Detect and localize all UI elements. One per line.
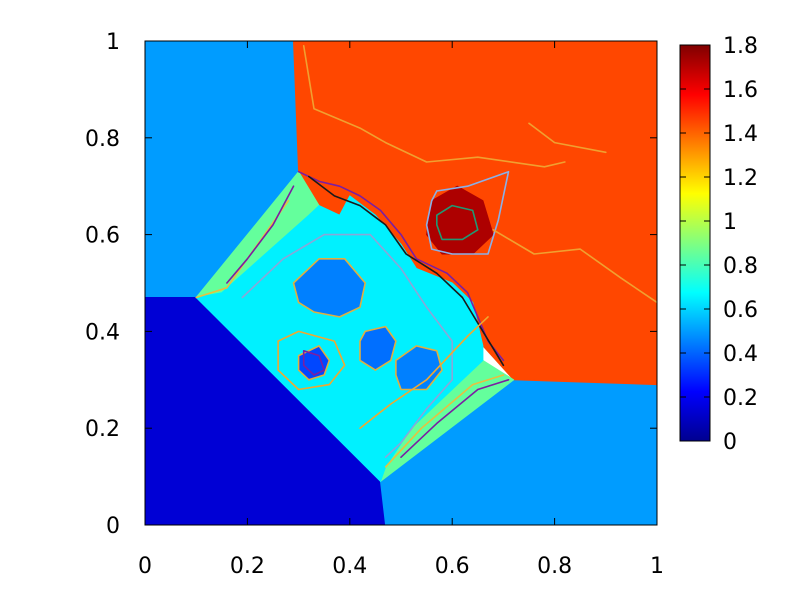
contour-line xyxy=(226,185,295,284)
contour-lines xyxy=(195,44,657,468)
colorbar-tick-label: 0.4 xyxy=(723,342,758,367)
y-tick-label: 0.6 xyxy=(85,224,120,249)
contour-line xyxy=(359,316,489,430)
plot-frame xyxy=(144,40,658,526)
contour-line xyxy=(400,378,510,459)
contour-line xyxy=(435,204,479,241)
contour-line xyxy=(297,345,331,381)
contour-line xyxy=(359,325,397,371)
colorbar-gradient xyxy=(679,44,711,442)
contour-line xyxy=(492,229,657,304)
plot-area xyxy=(145,41,657,525)
contour-line xyxy=(297,170,505,362)
y-tick-label: 0.2 xyxy=(85,417,120,442)
x-tick-label: 0.8 xyxy=(537,554,572,579)
colorbar-tick-label: 0.6 xyxy=(723,298,758,323)
colorbar-tick-label: 1.2 xyxy=(723,166,758,191)
y-tick-label: 1 xyxy=(106,30,120,55)
contour-line xyxy=(241,233,454,459)
colorbar-tick-label: 1.4 xyxy=(723,122,758,147)
y-tick-label: 0 xyxy=(106,514,120,539)
contour-line xyxy=(277,330,346,391)
colorbar-tick-label: 0 xyxy=(723,430,737,455)
contour-line xyxy=(528,122,607,154)
x-axis: 0 0.2 0.4 0.6 0.8 1 xyxy=(138,41,664,579)
y-tick-label: 0.4 xyxy=(85,320,120,345)
contour-line xyxy=(302,44,566,168)
heatmap-regions xyxy=(145,41,657,525)
x-tick-label: 1 xyxy=(650,554,664,579)
colorbar-tick-label: 1.8 xyxy=(723,34,758,59)
contour-line xyxy=(395,345,443,391)
colorbar-tick-label: 0.2 xyxy=(723,386,758,411)
y-tick-label: 0.8 xyxy=(85,127,120,152)
contour-line xyxy=(292,257,367,318)
colorbar: 0 0.2 0.4 0.6 0.8 1 1.2 1.4 1.6 1.8 xyxy=(679,34,758,455)
x-tick-label: 0.6 xyxy=(435,554,470,579)
colorbar-tick-label: 1 xyxy=(723,210,737,235)
x-tick-label: 0.4 xyxy=(332,554,367,579)
contour-line xyxy=(425,170,510,255)
contour-line xyxy=(384,374,505,468)
contour-line xyxy=(307,175,505,367)
x-tick-label: 0 xyxy=(138,554,152,579)
colorbar-tick-label: 1.6 xyxy=(723,78,758,103)
colorbar-tick-label: 0.8 xyxy=(723,254,758,279)
contour-line xyxy=(302,349,326,376)
y-axis: 0 0.2 0.4 0.6 0.8 1 xyxy=(85,30,657,539)
x-tick-label: 0.2 xyxy=(230,554,265,579)
